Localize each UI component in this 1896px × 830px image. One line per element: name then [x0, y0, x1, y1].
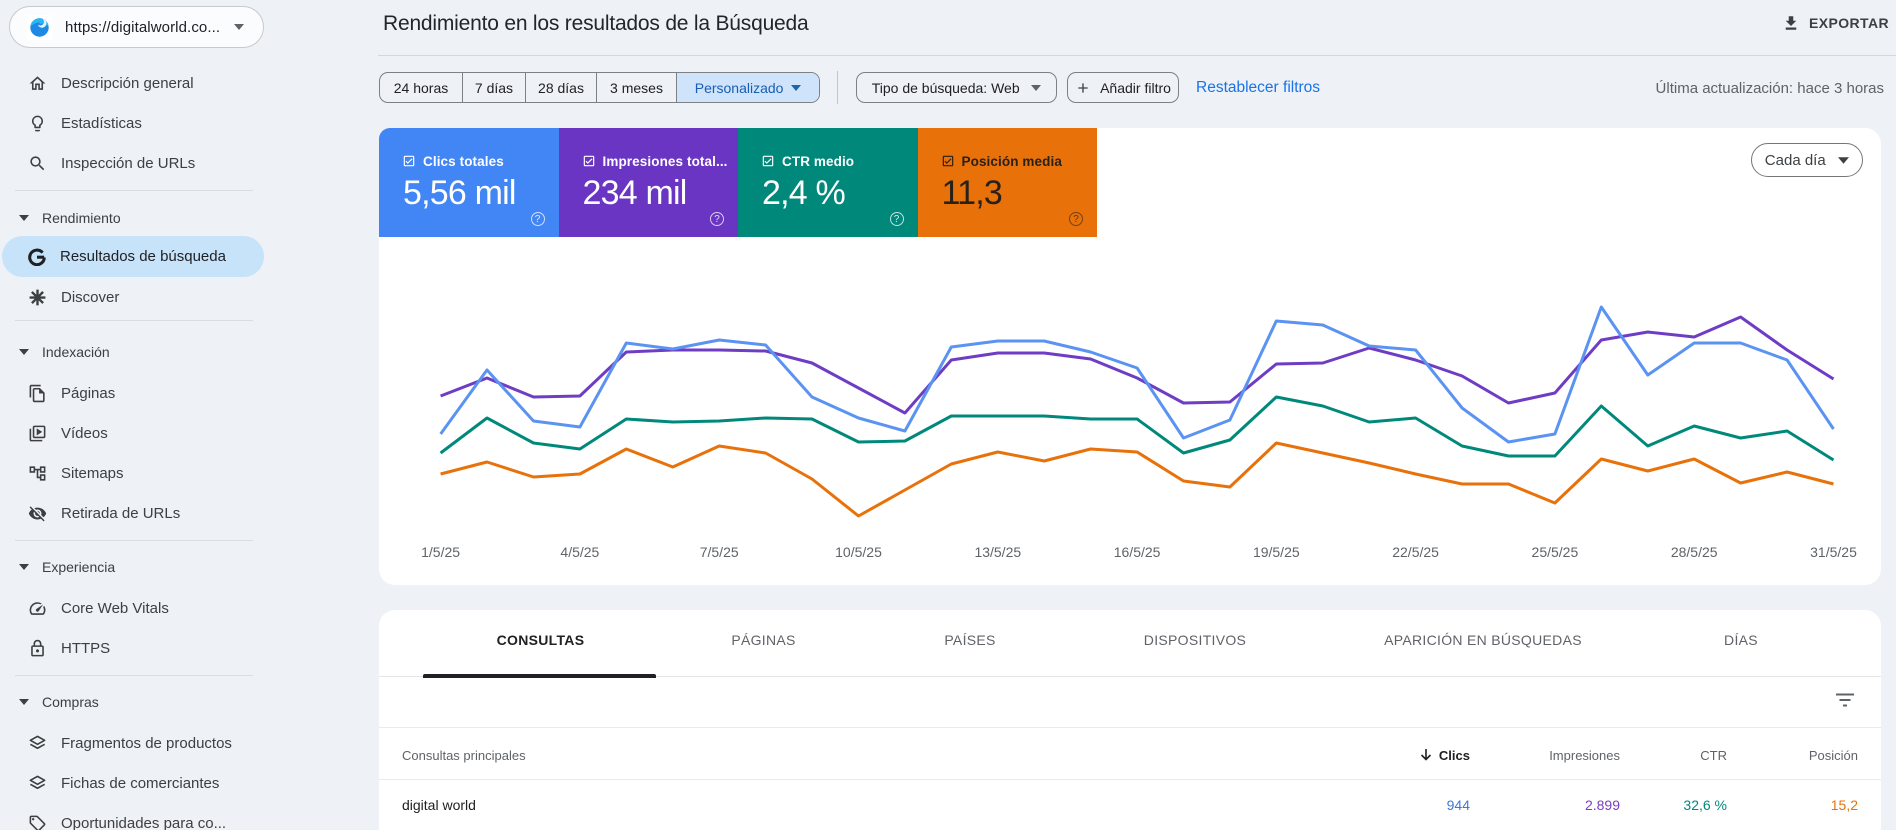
svg-text:1/5/25: 1/5/25 — [421, 544, 460, 560]
svg-text:7/5/25: 7/5/25 — [700, 544, 739, 560]
svg-text:16/5/25: 16/5/25 — [1114, 544, 1161, 560]
svg-text:22/5/25: 22/5/25 — [1392, 544, 1439, 560]
svg-text:28/5/25: 28/5/25 — [1671, 544, 1718, 560]
svg-text:31/5/25: 31/5/25 — [1810, 544, 1857, 560]
svg-text:13/5/25: 13/5/25 — [974, 544, 1021, 560]
svg-text:10/5/25: 10/5/25 — [835, 544, 882, 560]
svg-text:19/5/25: 19/5/25 — [1253, 544, 1300, 560]
svg-text:4/5/25: 4/5/25 — [560, 544, 599, 560]
svg-text:25/5/25: 25/5/25 — [1532, 544, 1579, 560]
